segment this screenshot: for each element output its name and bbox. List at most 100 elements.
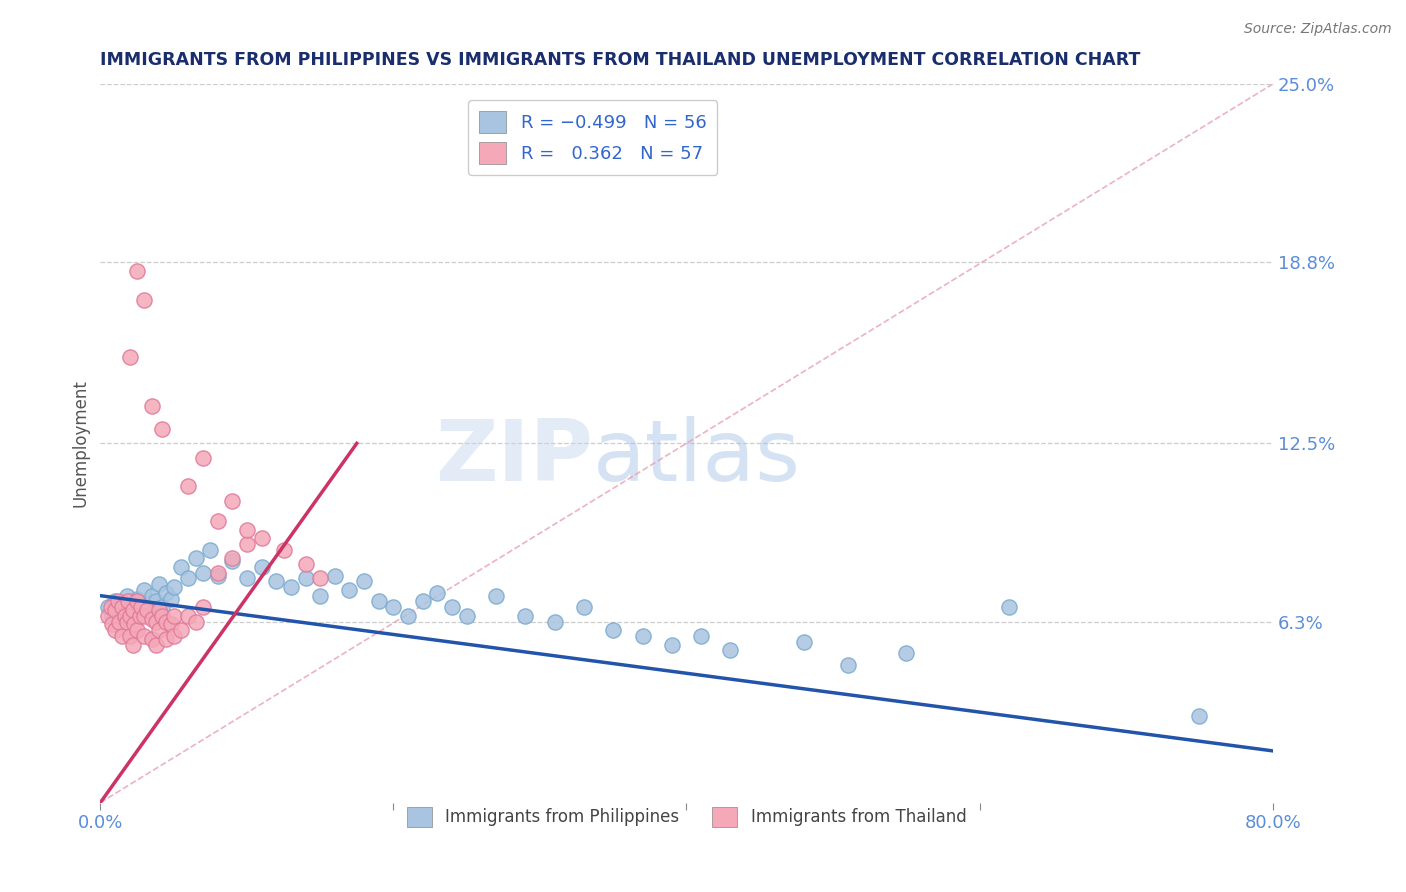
Point [998,600,1021,615]
Point [280,580,302,594]
Point [141,399,163,413]
Point [236,571,259,585]
Point [107,603,129,617]
Point [236,537,259,551]
Point [207,514,229,528]
Point [191,600,214,615]
Text: atlas: atlas [593,417,800,500]
Point [150,608,173,623]
Point [134,293,156,307]
Point [191,566,214,580]
Point [155,615,177,629]
Text: IMMIGRANTS FROM PHILIPPINES VS IMMIGRANTS FROM THAILAND UNEMPLOYMENT CORRELATION: IMMIGRANTS FROM PHILIPPINES VS IMMIGRANT… [100,51,1140,69]
Point [602,623,624,637]
Point [125,591,148,606]
Point [121,600,143,615]
Point [141,632,163,646]
Point [145,594,167,608]
Point [1188,709,1211,723]
Point [145,638,167,652]
Point [456,608,478,623]
Point [162,580,184,594]
Point [134,629,156,643]
Point [177,571,200,585]
Point [111,606,134,620]
Point [793,634,815,648]
Point [150,422,173,436]
Point [131,600,153,615]
Point [309,589,332,603]
Point [129,608,152,623]
Point [131,597,153,611]
Point [111,629,134,643]
Point [221,551,243,566]
Point [207,568,229,582]
Point [250,560,273,574]
Point [170,560,193,574]
Point [207,566,229,580]
Point [485,589,508,603]
Point [150,600,173,615]
Point [145,615,167,629]
Point [104,603,127,617]
Point [382,600,405,615]
Point [118,629,141,643]
Point [117,594,139,608]
Point [100,600,122,615]
Point [118,608,141,623]
Point [690,629,713,643]
Point [309,571,332,585]
Point [162,629,184,643]
Point [184,615,207,629]
Point [107,594,129,608]
Point [339,582,361,597]
Point [101,617,124,632]
Legend: Immigrants from Philippines, Immigrants from Thailand: Immigrants from Philippines, Immigrants … [399,800,973,834]
Point [353,574,375,589]
Point [118,350,141,364]
Point [896,646,918,660]
Point [136,603,159,617]
Point [148,577,170,591]
Point [141,612,163,626]
Text: ZIP: ZIP [434,417,593,500]
Point [108,615,131,629]
Point [121,638,143,652]
Point [191,450,214,465]
Point [367,594,389,608]
Point [294,557,316,571]
Point [396,608,419,623]
Point [720,643,742,657]
Point [294,571,316,585]
Point [273,542,295,557]
Point [97,608,120,623]
Point [184,551,207,566]
Point [250,531,273,545]
Point [412,594,434,608]
Point [148,603,170,617]
Point [221,493,243,508]
Point [101,608,124,623]
Point [115,589,138,603]
Point [148,623,170,637]
Point [572,600,595,615]
Point [177,608,200,623]
Point [441,600,464,615]
Point [426,586,449,600]
Point [111,600,134,615]
Point [631,629,654,643]
Point [122,617,145,632]
Point [543,615,565,629]
Point [323,568,346,582]
Point [661,638,683,652]
Point [125,623,148,637]
Point [236,523,259,537]
Point [104,594,127,608]
Point [837,657,859,672]
Text: Source: ZipAtlas.com: Source: ZipAtlas.com [1244,22,1392,37]
Point [125,594,148,608]
Point [177,479,200,493]
Point [136,603,159,617]
Point [155,586,177,600]
Point [159,617,181,632]
